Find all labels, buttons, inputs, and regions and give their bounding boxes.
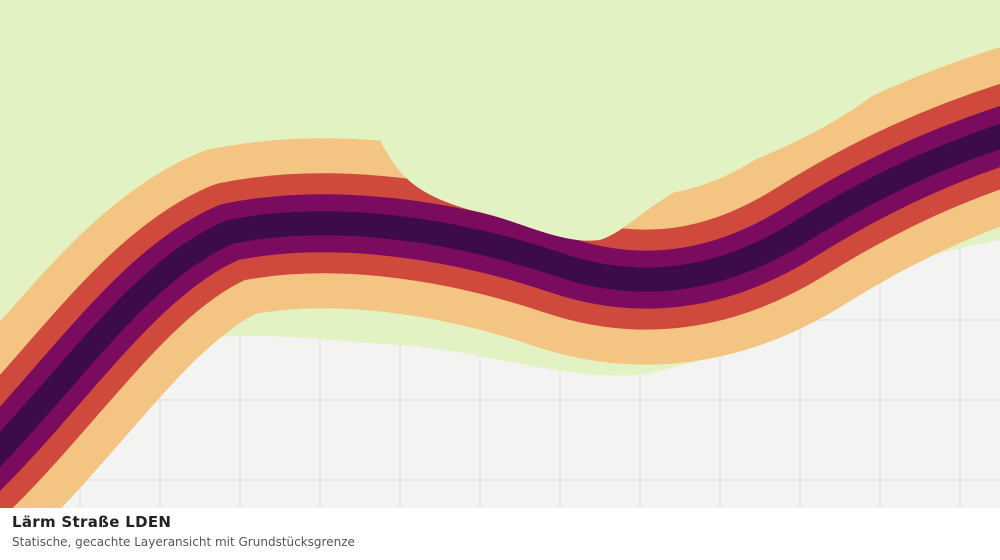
caption: Lärm Straße LDEN Statische, gecachte Lay… [12, 513, 355, 549]
layer-title: Lärm Straße LDEN [12, 513, 172, 531]
noise-bands [0, 47, 1000, 508]
map-layers [0, 0, 1000, 508]
noise-band-70 [0, 123, 1000, 467]
map [0, 0, 1000, 508]
layer-subtitle: Statische, gecachte Layeransicht mit Gru… [12, 535, 355, 549]
noise-free-zone [0, 0, 1000, 241]
